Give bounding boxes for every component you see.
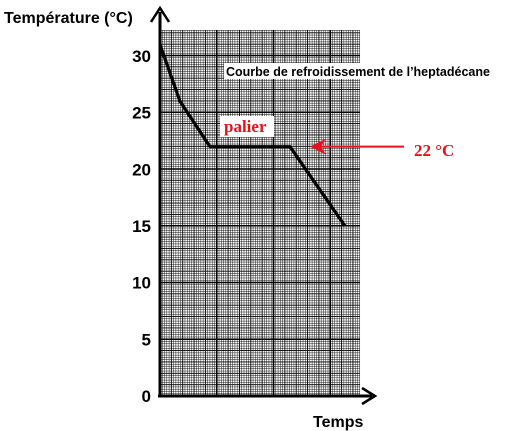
plateau-label-background (220, 116, 274, 137)
grid (160, 30, 360, 396)
curve-title-background (224, 63, 514, 79)
curve-title: Courbe de refroidissement de l’heptadéca… (226, 65, 490, 79)
value-label: 22 °C (414, 141, 454, 160)
y-tick-label-20: 20 (132, 160, 151, 179)
value-arrow-head-icon (310, 138, 326, 155)
y-tick-labels: 30 25 20 15 10 5 0 (132, 47, 151, 406)
y-tick-label-15: 15 (132, 217, 151, 236)
y-axis-title: Température (°C) (4, 10, 133, 27)
y-tick-label-25: 25 (132, 104, 151, 123)
y-tick-label-10: 10 (132, 274, 151, 293)
y-tick-label-5: 5 (142, 330, 151, 349)
cooling-curve (158, 44, 347, 227)
y-tick-label-30: 30 (132, 47, 151, 66)
y-tick-label-0: 0 (142, 387, 151, 406)
x-axis-arrow-icon (361, 386, 378, 406)
x-axis-title: Temps (313, 414, 363, 431)
plateau-label: palier (224, 117, 267, 136)
y-axis-arrow-icon (149, 5, 171, 23)
series-line-0 (158, 44, 347, 227)
